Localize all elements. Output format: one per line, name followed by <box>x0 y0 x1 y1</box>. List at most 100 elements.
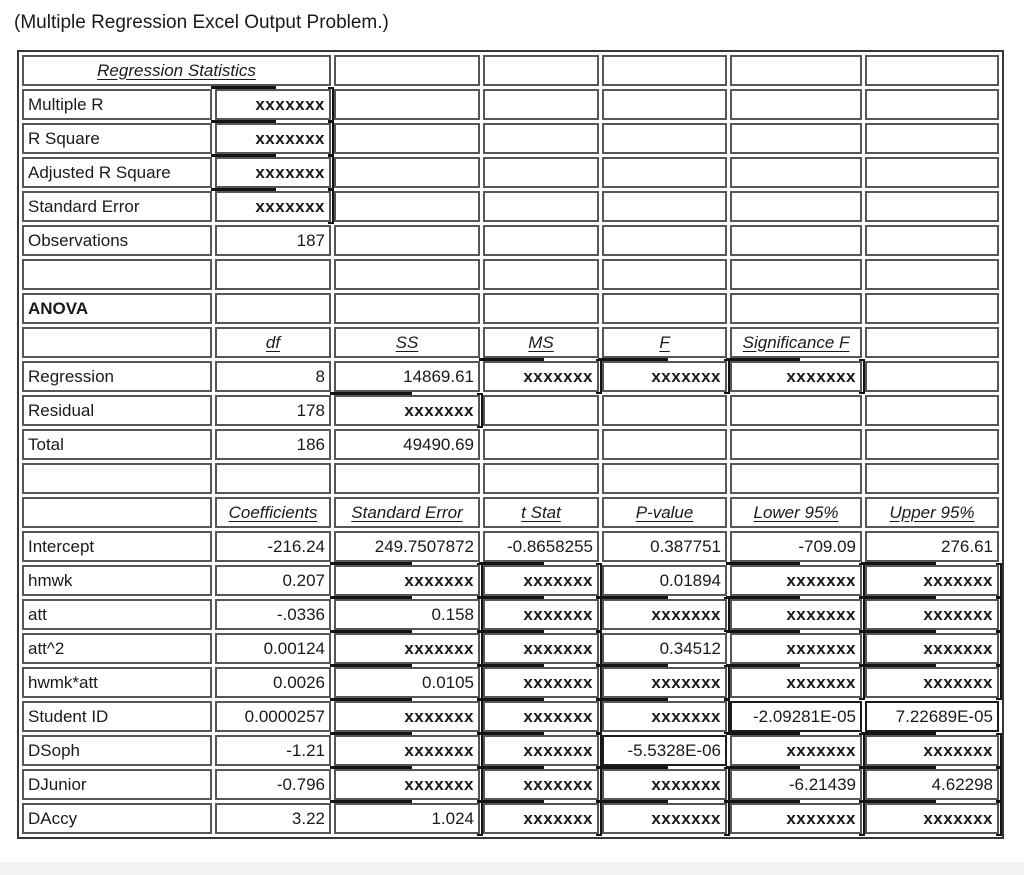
placeholder-value-cell: xxxxxxx <box>598 595 731 632</box>
empty-cell <box>483 428 600 460</box>
value-cell: 0.0026 <box>215 666 332 698</box>
empty-cell <box>602 462 728 494</box>
empty-cell <box>865 360 1000 392</box>
empty-cell <box>334 122 481 154</box>
empty-cell <box>483 224 600 256</box>
table-row: Adjusted R Square xxxxxxx <box>22 153 1000 190</box>
column-header-cell: Upper 95% <box>865 496 1000 528</box>
empty-cell <box>22 496 212 528</box>
value-cell: 0.387751 <box>602 530 728 562</box>
empty-cell <box>215 292 332 324</box>
empty-cell <box>730 122 863 154</box>
column-header-cell: SS <box>334 326 481 358</box>
table-row: att -.0336 0.158 xxxxxxx xxxxxxx xxxxxxx xxxxx… <box>22 595 1003 632</box>
placeholder-value-cell: xxxxxxx <box>210 119 335 156</box>
row-label-cell: R Square <box>22 122 212 154</box>
row-label-cell: att^2 <box>22 632 212 664</box>
empty-cell <box>483 394 600 426</box>
row-label-cell: Residual <box>22 394 212 426</box>
column-header-cell: MS <box>483 326 600 358</box>
empty-cell <box>602 292 728 324</box>
table-row: hmwk 0.207 xxxxxxx xxxxxxx 0.01894 xxxxxxx xxx… <box>22 561 1003 598</box>
empty-cell <box>730 224 863 256</box>
empty-cell <box>865 88 1000 120</box>
empty-cell <box>730 462 863 494</box>
value-cell: -2.09281E-05 <box>730 700 863 732</box>
row-label-cell: Adjusted R Square <box>22 156 212 188</box>
placeholder-value-cell: xxxxxxx <box>726 663 866 700</box>
value-cell: -709.09 <box>730 530 863 562</box>
value-cell: 4.62298 <box>861 765 1003 802</box>
row-label-cell: hwmk*att <box>22 666 212 698</box>
placeholder-value-cell: xxxxxxx <box>479 663 603 700</box>
placeholder-value-cell: xxxxxxx <box>598 697 731 734</box>
column-header-cell: Coefficients <box>215 496 332 528</box>
value-cell: 276.61 <box>865 530 1000 562</box>
placeholder-value-cell: xxxxxxx <box>861 663 1003 700</box>
row-label-cell: Standard Error <box>22 190 212 222</box>
value-cell: -216.24 <box>215 530 332 562</box>
table-row: hwmk*att 0.0026 0.0105 xxxxxxx xxxxxxx xxxxxx… <box>22 663 1003 700</box>
row-label-cell: Observations <box>22 224 212 256</box>
page-title: (Multiple Regression Excel Output Proble… <box>14 12 389 33</box>
empty-cell <box>334 258 481 290</box>
empty-cell <box>730 88 863 120</box>
placeholder-value-cell: xxxxxxx <box>598 765 731 802</box>
row-label-cell: DJunior <box>22 768 212 800</box>
value-cell: -5.5328E-06 <box>602 734 728 766</box>
empty-cell <box>730 156 863 188</box>
table-row: Residual 178 xxxxxxx <box>22 391 1000 428</box>
row-label-cell: Student ID <box>22 700 212 732</box>
placeholder-value-cell: xxxxxxx <box>726 595 866 632</box>
placeholder-value-cell: xxxxxxx <box>726 357 866 394</box>
placeholder-value-cell: xxxxxxx <box>479 357 603 394</box>
empty-cell <box>602 428 728 460</box>
empty-cell <box>483 88 600 120</box>
table-row: Intercept -216.24 249.7507872 -0.8658255 0.3… <box>22 530 1000 562</box>
placeholder-value-cell: xxxxxxx <box>210 153 335 190</box>
value-cell: -0.8658255 <box>483 530 600 562</box>
empty-cell <box>22 462 212 494</box>
value-cell: 249.7507872 <box>334 530 481 562</box>
value-cell: 0.0000257 <box>215 700 332 732</box>
placeholder-value-cell: xxxxxxx <box>861 595 1003 632</box>
value-cell: 0.34512 <box>602 632 728 664</box>
bottom-strip <box>0 862 1024 875</box>
empty-cell <box>334 190 481 222</box>
empty-cell <box>865 122 1000 154</box>
empty-cell <box>730 258 863 290</box>
placeholder-value-cell: xxxxxxx <box>479 629 603 666</box>
empty-cell <box>334 88 481 120</box>
empty-cell <box>602 190 728 222</box>
empty-cell <box>483 156 600 188</box>
table-row: Coefficients Standard Error t Stat P-value L… <box>22 496 1000 528</box>
empty-cell <box>334 54 481 86</box>
column-header-cell: Lower 95% <box>730 496 863 528</box>
table-row: ANOVA <box>22 292 1000 324</box>
table-row: Observations 187 <box>22 224 1000 256</box>
column-header-cell: P-value <box>602 496 728 528</box>
row-label-cell: att <box>22 598 212 630</box>
placeholder-value-cell: xxxxxxx <box>598 357 731 394</box>
empty-cell <box>483 462 600 494</box>
empty-cell <box>22 326 212 358</box>
empty-cell <box>865 292 1000 324</box>
value-cell: 0.0105 <box>330 663 484 700</box>
empty-cell <box>865 224 1000 256</box>
placeholder-value-cell: xxxxxxx <box>479 697 603 734</box>
empty-cell <box>865 326 1000 358</box>
empty-cell <box>865 462 1000 494</box>
table-row: R Square xxxxxxx <box>22 119 1000 156</box>
placeholder-value-cell: xxxxxxx <box>861 629 1003 666</box>
column-header-cell: Significance F <box>730 326 863 358</box>
row-label-cell: Multiple R <box>22 88 212 120</box>
empty-cell <box>602 88 728 120</box>
placeholder-value-cell: xxxxxxx <box>598 799 731 836</box>
table-row: Regression 8 14869.61 xxxxxxx xxxxxxx xxxxxxx <box>22 357 1000 394</box>
value-cell: -1.21 <box>215 734 332 766</box>
value-cell: 0.01894 <box>602 564 728 596</box>
empty-cell <box>334 462 481 494</box>
empty-cell <box>602 224 728 256</box>
